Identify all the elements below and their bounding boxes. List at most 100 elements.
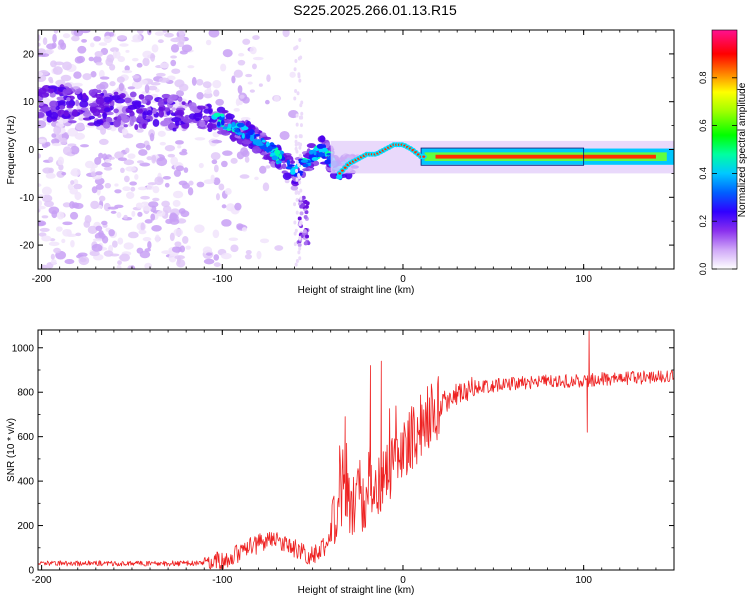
- heatmap-noise-cell: [136, 247, 144, 254]
- heatmap-noise-cell: [70, 180, 75, 185]
- heatmap-ridge-cell: [306, 143, 317, 149]
- heatmap-noise-cell: [112, 50, 117, 59]
- heatmap-noise-cell: [70, 145, 80, 155]
- heatmap-noise-cell: [161, 200, 170, 208]
- heatmap-ridge-cell: [161, 93, 171, 99]
- snr-ytick-label: 200: [17, 521, 34, 532]
- heatmap-noise-cell: [115, 102, 122, 108]
- heatmap-noise-cell: [75, 123, 85, 131]
- heatmap-noise-cell: [145, 144, 151, 151]
- heatmap-noise-cell: [73, 183, 83, 190]
- heatmap-column-cell: [293, 67, 297, 72]
- heatmap-noise-cell: [181, 148, 187, 153]
- heatmap-ridge-cell: [177, 97, 183, 102]
- heatmap-wiggle-core: [343, 166, 347, 169]
- heatmap-ridge-cell: [199, 119, 206, 128]
- heatmap-ridge-cell: [290, 160, 296, 164]
- heatmap-ridge-cell: [203, 116, 211, 121]
- heatmap-noise-cell: [188, 180, 194, 186]
- heatmap-core-cell: [275, 160, 282, 164]
- heatmap-ridge-cell: [241, 140, 252, 145]
- heatmap-noise-cell: [109, 32, 115, 37]
- heatmap-ridge-cell: [49, 100, 59, 108]
- heatmap-noise-cell: [76, 55, 86, 63]
- heatmap-noise-cell: [140, 222, 145, 232]
- heatmap-ridge-cell: [67, 120, 77, 124]
- figure-title: S225.2025.266.01.13.R15: [293, 2, 457, 18]
- heatmap-noise-cell: [38, 48, 46, 54]
- heatmap-noise-cell: [44, 48, 55, 55]
- heatmap-noise-cell: [138, 149, 148, 156]
- heatmap-ridge-cell: [62, 89, 68, 97]
- heatmap-ridge-cell: [66, 97, 71, 102]
- heatmap-column-cell: [297, 72, 301, 77]
- heatmap-noise-cell: [100, 126, 107, 135]
- heatmap-noise-cell: [60, 74, 72, 82]
- heatmap-noise-cell: [174, 255, 186, 260]
- heatmap-noise-cell: [64, 259, 75, 265]
- heatmap-noise-cell: [239, 174, 250, 179]
- heatmap-noise-cell: [154, 234, 160, 243]
- heatmap-noise-cell: [57, 156, 65, 166]
- heatmap-ridge-cell: [96, 89, 102, 94]
- heatmap-wiggle-core: [340, 169, 344, 172]
- heatmap-noise-cell: [98, 152, 104, 159]
- heatmap-noise-cell: [169, 218, 180, 225]
- heatmap-noise-cell: [127, 153, 136, 159]
- heatmap-noise-cell: [70, 168, 81, 177]
- heatmap-ridge-cell: [66, 105, 74, 109]
- heatmap-noise-cell: [182, 235, 189, 244]
- heatmap-noise-cell: [53, 61, 65, 66]
- heatmap-ridge-cell: [138, 94, 145, 100]
- heatmap-noise-cell: [51, 142, 62, 147]
- heatmap-ridge-cell: [207, 122, 214, 130]
- heatmap-noise-cell: [213, 89, 220, 97]
- heatmap-noise-cell: [131, 210, 136, 217]
- heatmap-core-cell: [270, 152, 276, 157]
- heatmap-noise-cell: [127, 86, 136, 90]
- heatmap-noise-cell: [117, 260, 122, 265]
- heatmap-noise-cell: [178, 83, 189, 92]
- heatmap-ridge-cell: [203, 108, 211, 114]
- heatmap-noise-cell: [265, 99, 270, 105]
- heatmap-ridge-cell: [181, 101, 186, 106]
- heatmap-noise-cell: [228, 237, 239, 242]
- heatmap-noise-cell: [42, 37, 48, 45]
- heatmap-noise-cell: [43, 200, 55, 208]
- heatmap-core-cell: [220, 119, 225, 126]
- heatmap-noise-cell: [94, 156, 102, 165]
- heatmap-ridge-cell: [58, 105, 66, 110]
- heatmap-ridge-cell: [102, 121, 111, 129]
- heatmap-ridge-cell: [103, 107, 111, 113]
- heatmap-column-cell: [293, 46, 297, 51]
- heatmap-noise-cell: [212, 80, 222, 89]
- heatmap-noise-cell: [62, 61, 72, 71]
- heatmap-noise-cell: [210, 152, 221, 161]
- heatmap-column-cell: [295, 258, 299, 263]
- heatmap-noise-cell: [222, 49, 233, 58]
- heatmap-ridge-cell: [72, 109, 78, 117]
- heatmap-noise-cell: [150, 81, 161, 86]
- heatmap-column-cell: [298, 246, 302, 251]
- heatmap-ridge-cell: [179, 116, 189, 122]
- heatmap-noise-cell: [234, 202, 242, 211]
- heatmap-noise-cell: [67, 127, 78, 137]
- heatmap-noise-cell: [59, 137, 68, 145]
- heatmap-noise-cell: [104, 159, 112, 163]
- heatmap-noise-cell: [62, 33, 71, 39]
- heatmap-noise-cell: [111, 240, 118, 248]
- heatmap-ridge-cell: [344, 171, 353, 180]
- heatmap-ridge-cell: [89, 106, 98, 114]
- heatmap-noise-cell: [106, 54, 115, 63]
- heatmap-noise-cell: [38, 200, 43, 207]
- heatmap-noise-cell: [213, 254, 220, 261]
- heatmap-noise-cell: [203, 179, 215, 185]
- heatmap-noise-cell: [45, 172, 56, 179]
- heatmap-noise-cell: [205, 39, 212, 46]
- heatmap-noise-cell: [109, 81, 116, 87]
- heatmap-core-cell: [236, 122, 245, 128]
- heatmap-tail-cell: [305, 201, 310, 206]
